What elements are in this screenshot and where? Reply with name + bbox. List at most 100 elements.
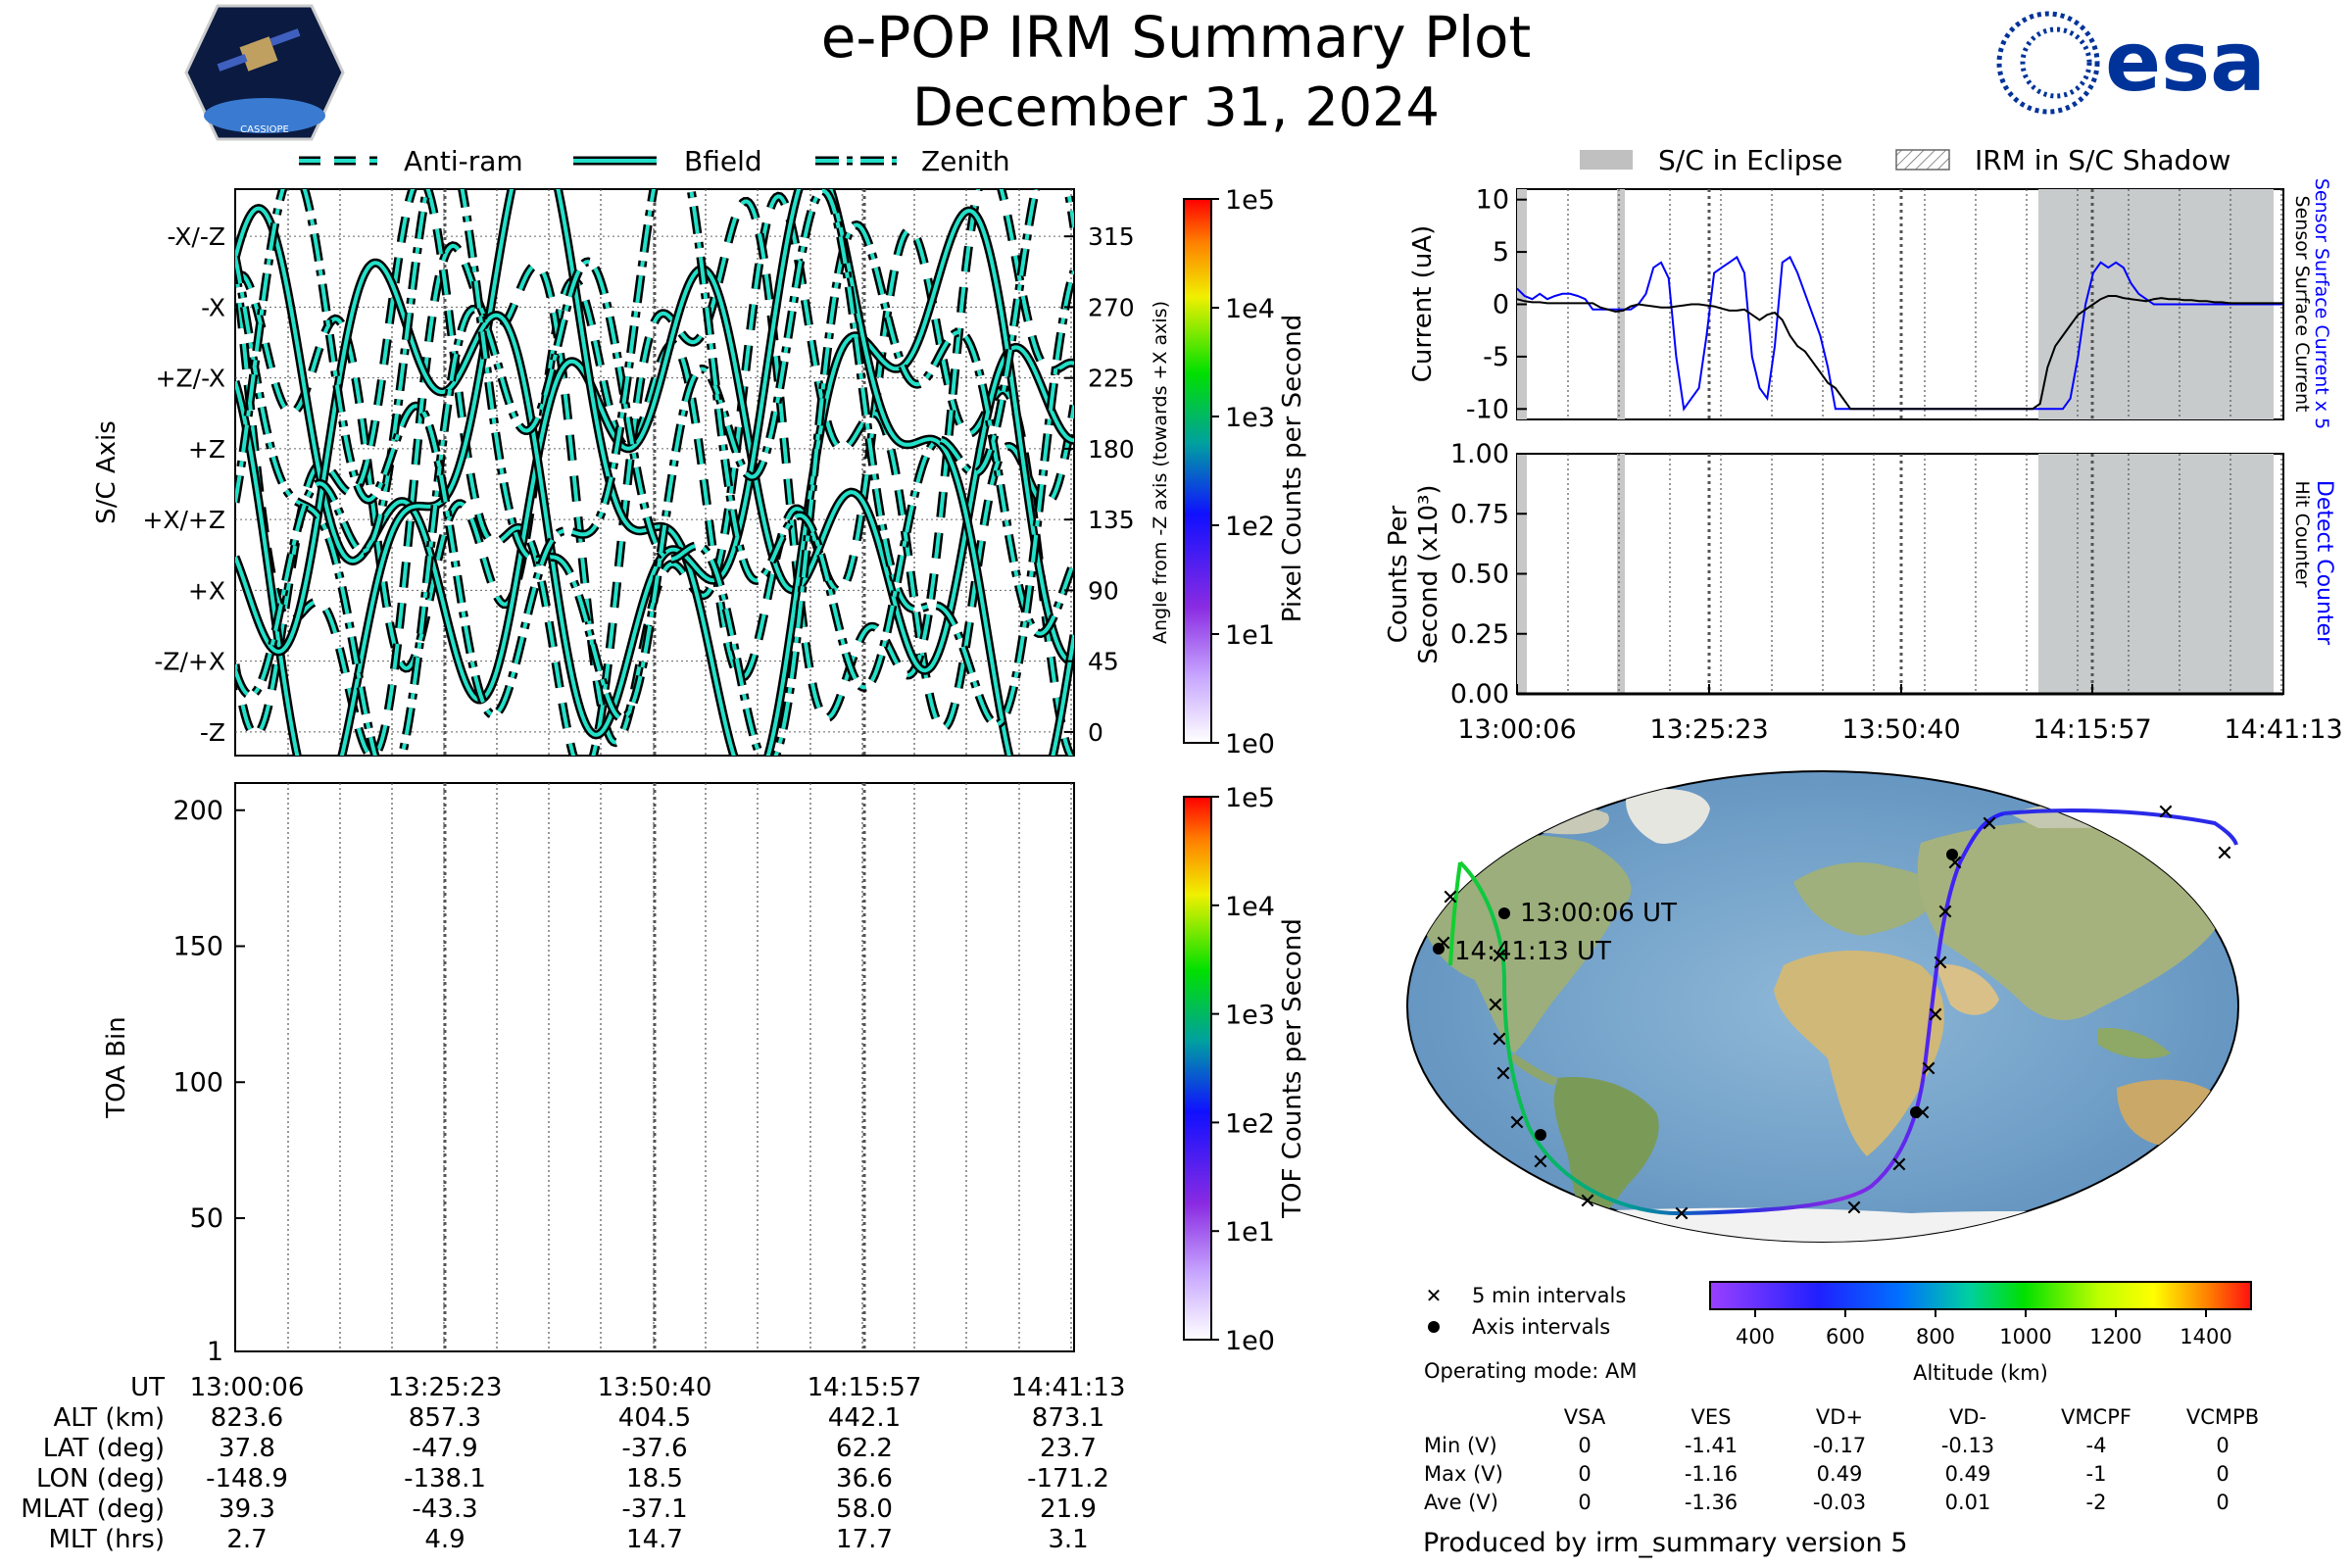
x-tick-label: 13:00:06 bbox=[1457, 714, 1576, 745]
y-axis-label: +X/+Z bbox=[142, 506, 225, 534]
y-right-tick-label: 315 bbox=[1088, 222, 1135, 251]
summary-value: 21.9 bbox=[1040, 1494, 1097, 1524]
y-axis-label: -X/-Z bbox=[168, 222, 225, 251]
summary-time: 13:50:40 bbox=[598, 1373, 712, 1402]
colorbar-tick-label: 1000 bbox=[1999, 1325, 2051, 1348]
colorbar-tick-label: 1e3 bbox=[1225, 1001, 1275, 1031]
five-min-marker-icon: ✕ bbox=[1426, 1284, 1443, 1307]
cassiope-logo: CASSIOPE bbox=[184, 4, 345, 141]
colorbar-tick-label: 400 bbox=[1736, 1325, 1775, 1348]
voltage-row-label: Min (V) bbox=[1424, 1434, 1497, 1457]
map-legend: ✕ 5 min intervals Axis intervals bbox=[1426, 1284, 1627, 1339]
voltage-row-label: Max (V) bbox=[1424, 1462, 1503, 1486]
summary-value: 23.7 bbox=[1040, 1434, 1097, 1463]
colorbar-tick-label: 1e4 bbox=[1225, 294, 1275, 324]
colorbar-tick-label: 600 bbox=[1826, 1325, 1865, 1348]
voltage-value: 0 bbox=[2216, 1462, 2229, 1486]
summary-time: 14:41:13 bbox=[1011, 1373, 1126, 1402]
eclipse-band bbox=[2038, 454, 2274, 694]
esa-logo: esa bbox=[1996, 11, 2266, 115]
ground-track-line bbox=[1458, 811, 2005, 1216]
colorbar-tick-label: 1e5 bbox=[1225, 185, 1275, 216]
y-tick-label: 10 bbox=[1476, 185, 1509, 216]
summary-row-label: ALT (km) bbox=[53, 1403, 165, 1433]
axis-interval-marker bbox=[1498, 907, 1510, 919]
colorbar-tick-label: 1e3 bbox=[1225, 403, 1275, 433]
y-tick-label: 0.25 bbox=[1450, 619, 1509, 650]
summary-value: 404.5 bbox=[618, 1403, 691, 1433]
summary-value: 4.9 bbox=[424, 1525, 465, 1554]
colorbar-tick-label: 1e2 bbox=[1225, 512, 1275, 542]
x-tick-label: 14:15:57 bbox=[2033, 714, 2151, 745]
summary-value: -47.9 bbox=[412, 1434, 477, 1463]
colorbar-tick-label: 1e1 bbox=[1225, 1217, 1275, 1248]
voltage-value: 0 bbox=[1578, 1491, 1591, 1514]
summary-value: -37.1 bbox=[621, 1494, 687, 1524]
page-title: e-POP IRM Summary Plot bbox=[821, 4, 1532, 71]
summary-value: 17.7 bbox=[836, 1525, 893, 1554]
legend-axis-intervals: Axis intervals bbox=[1472, 1315, 1610, 1339]
five-min-marker: ✕ bbox=[1927, 1004, 1944, 1028]
ground-track-map: ✕✕✕✕✕✕✕✕✕✕ ✕✕✕✕✕✕✕✕✕ ✕✕ 13:00:06 UT 14:41:… bbox=[1406, 770, 2239, 1243]
colorbar-tick-label: 1e0 bbox=[1225, 729, 1275, 760]
summary-value: 823.6 bbox=[211, 1403, 283, 1433]
legend-5min: 5 min intervals bbox=[1472, 1284, 1626, 1307]
legend-bfield: Bfield bbox=[684, 145, 762, 177]
attitude-trace-bfield bbox=[235, 189, 1074, 756]
voltage-value: -0.17 bbox=[1813, 1434, 1866, 1457]
summary-value: -138.1 bbox=[404, 1464, 486, 1494]
attitude-trace-zenith bbox=[235, 189, 1074, 726]
summary-value: -171.2 bbox=[1027, 1464, 1109, 1494]
voltage-value: -1.41 bbox=[1685, 1434, 1738, 1457]
summary-ut-header: UT bbox=[130, 1373, 165, 1402]
toa-ylabel: TOA Bin bbox=[102, 1016, 131, 1118]
map-start-label: 13:00:06 UT bbox=[1520, 899, 1677, 928]
footer-produced-by: Produced by irm_summary version 5 bbox=[1423, 1528, 1908, 1558]
voltage-col-header: VCMPB bbox=[2186, 1405, 2259, 1429]
axis-interval-marker bbox=[1910, 1106, 1922, 1118]
axis-interval-marker bbox=[1946, 849, 1958, 860]
page-date: December 31, 2024 bbox=[912, 76, 1440, 138]
axis-interval-marker-icon bbox=[1428, 1321, 1440, 1333]
voltage-value: 0.01 bbox=[1945, 1491, 1991, 1514]
cassiope-logo-text: CASSIOPE bbox=[240, 124, 289, 135]
x-tick-label: 13:25:23 bbox=[1649, 714, 1768, 745]
five-min-marker: ✕ bbox=[1491, 1028, 1508, 1053]
y-right-tick-label: 135 bbox=[1088, 506, 1135, 534]
current-right-label-blue: Sensor Surface Current x 5 bbox=[2311, 178, 2332, 429]
summary-row-label: MLT (hrs) bbox=[49, 1525, 166, 1554]
tof-colorbar-ticks: 1e5 1e4 1e3 1e2 1e1 1e0 bbox=[1211, 783, 1275, 1356]
five-min-marker: ✕ bbox=[1491, 945, 1508, 969]
axis-interval-marker bbox=[1535, 1129, 1546, 1141]
tof-colorbar: 1e5 1e4 1e3 1e2 1e1 1e0 TOF Counts per Second bbox=[1183, 783, 1307, 1356]
altitude-colorbar-ticks: 400 600 800 1000 1200 1400 bbox=[1736, 1309, 2232, 1348]
y-right-tick-label: 180 bbox=[1088, 435, 1135, 464]
summary-value: -43.3 bbox=[412, 1494, 477, 1524]
y-tick-label: -5 bbox=[1483, 342, 1509, 372]
current-ticks: 10 5 0 -5 -10 bbox=[1466, 185, 1527, 424]
summary-value: 37.8 bbox=[219, 1434, 275, 1463]
sc-axis-traces bbox=[235, 189, 1074, 756]
summary-table: UT 13:00:06 13:25:23 13:50:40 14:15:57 14:41… bbox=[21, 1373, 1125, 1554]
tof-colorbar-label: TOF Counts per Second bbox=[1278, 918, 1307, 1219]
voltage-value: -1.16 bbox=[1685, 1462, 1738, 1486]
voltage-value: -1.36 bbox=[1685, 1491, 1738, 1514]
attitude-trace-zenith bbox=[235, 222, 1074, 756]
eclipse-legend: S/C in Eclipse IRM in S/C Shadow bbox=[1580, 144, 2230, 176]
y-tick-label: 100 bbox=[172, 1067, 223, 1098]
counts-right-label-blue: Detect Counter bbox=[2312, 480, 2336, 646]
voltage-table: VSA VES VD+ VD- VMCPF VCMPB Min (V) 0 -1.41 -0.17… bbox=[1424, 1405, 2259, 1514]
y-axis-label: +Z bbox=[188, 435, 225, 464]
summary-value: 14.7 bbox=[626, 1525, 683, 1554]
eclipse-band bbox=[1617, 189, 1625, 419]
axis-legend: Anti-ram Bfield Zenith bbox=[299, 145, 1010, 177]
attitude-trace-anti-ram bbox=[235, 189, 1074, 756]
y-right-tick-label: 225 bbox=[1088, 365, 1135, 393]
voltage-value: 0.49 bbox=[1817, 1462, 1863, 1486]
y-tick-label: 1.00 bbox=[1450, 439, 1509, 469]
five-min-marker: ✕ bbox=[1920, 1057, 1937, 1082]
x-tick-label: 14:41:13 bbox=[2224, 714, 2342, 745]
eclipse-band bbox=[1617, 454, 1625, 694]
